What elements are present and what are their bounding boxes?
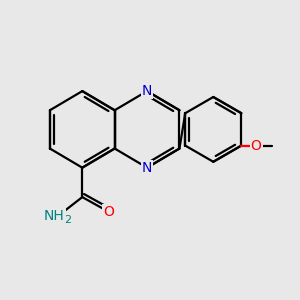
Text: O: O: [103, 205, 114, 219]
Text: N: N: [142, 84, 152, 98]
Text: N: N: [142, 161, 152, 175]
Text: O: O: [250, 139, 262, 153]
Text: NH: NH: [44, 209, 65, 223]
Text: 2: 2: [64, 215, 72, 225]
